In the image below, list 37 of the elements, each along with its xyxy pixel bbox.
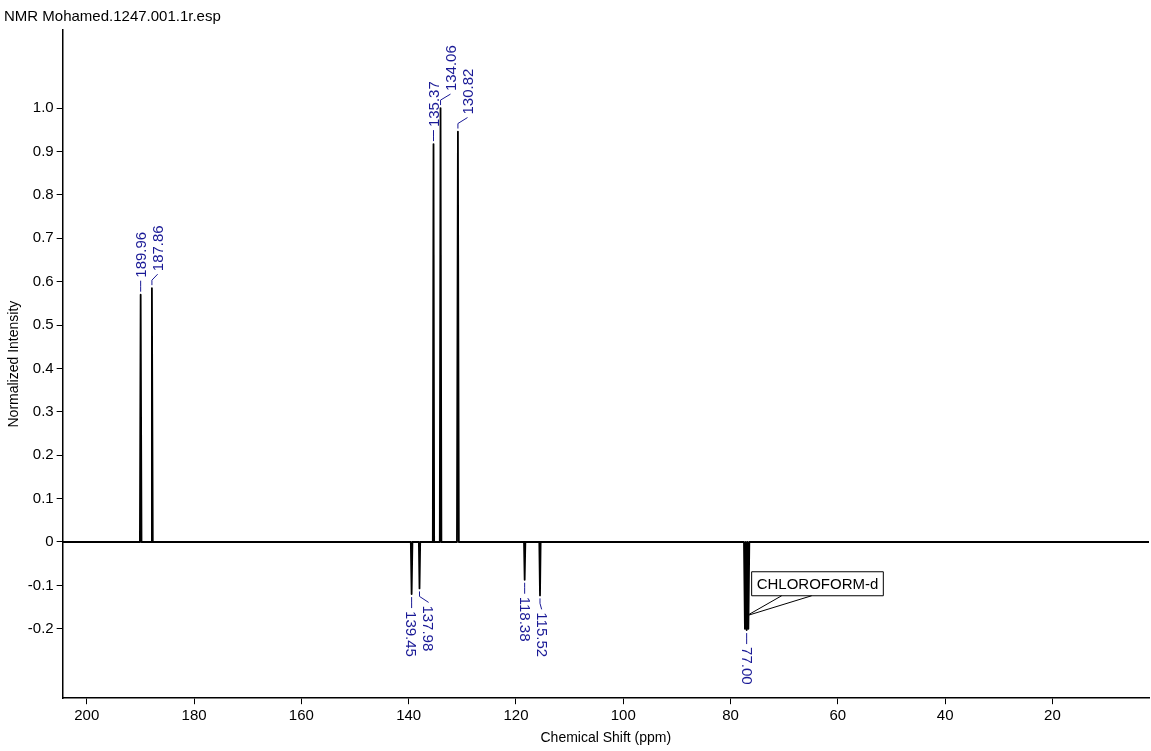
y-tick-label: 1.0 xyxy=(32,98,54,116)
annotation: 139.45 xyxy=(403,611,421,657)
x-tick-label: 60 xyxy=(829,706,847,724)
y-tick-label: 0.3 xyxy=(32,401,54,419)
annotation: 115.52 xyxy=(533,612,551,658)
annotation: 187.86 xyxy=(148,225,166,272)
annotation: 134.06 xyxy=(441,45,459,92)
y-tick-label: 0 xyxy=(45,532,54,550)
annotation: 135.37 xyxy=(424,81,442,128)
annotation: 77.00 xyxy=(738,647,756,685)
annotation: 118.38 xyxy=(516,596,534,642)
y-tick-label: 0.4 xyxy=(32,358,54,376)
annotation: 130.82 xyxy=(458,68,476,115)
x-tick-label: 20 xyxy=(1044,706,1061,724)
x-axis-title: Chemical Shift (ppm) xyxy=(540,729,672,746)
annotation: 137.98 xyxy=(420,605,438,652)
x-tick-label: 120 xyxy=(503,706,529,724)
annotation: 189.96 xyxy=(131,231,149,278)
chart-title: NMR Mohamed.1247.001.1r.esp xyxy=(4,7,221,25)
y-tick-label: 0.8 xyxy=(32,185,54,203)
x-tick-label: 100 xyxy=(610,706,636,724)
y-tick-label: 0.2 xyxy=(32,445,54,463)
y-tick-label: -0.1 xyxy=(27,575,54,593)
annotation: CHLOROFORM-d xyxy=(756,574,879,592)
x-tick-label: 180 xyxy=(181,706,207,724)
y-tick-label: 0.7 xyxy=(32,228,54,246)
x-tick-label: 80 xyxy=(722,706,739,724)
x-tick-label: 200 xyxy=(74,706,100,724)
y-tick-label: 0.9 xyxy=(32,141,54,159)
y-tick-label: -0.2 xyxy=(27,618,54,636)
x-tick-label: 140 xyxy=(396,706,422,724)
x-tick-label: 160 xyxy=(288,706,314,724)
y-axis-title: Normalized Intensity xyxy=(5,300,22,428)
y-tick-label: 0.5 xyxy=(32,315,54,333)
x-tick-label: 40 xyxy=(936,706,954,724)
y-tick-label: 0.1 xyxy=(32,488,54,506)
y-tick-label: 0.6 xyxy=(32,271,54,289)
